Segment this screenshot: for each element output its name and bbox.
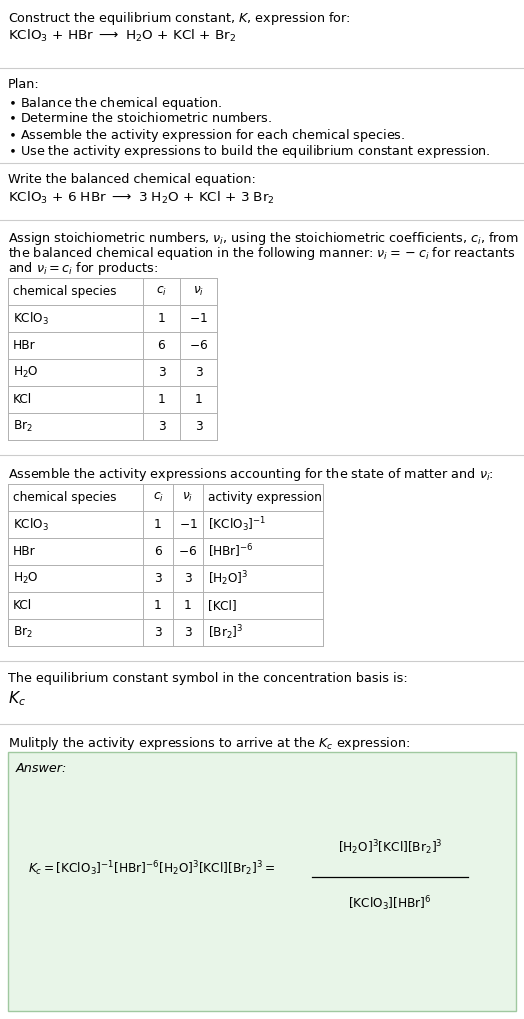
Text: KClO$_3$: KClO$_3$ bbox=[13, 311, 49, 326]
Text: Assemble the activity expressions accounting for the state of matter and $\nu_i$: Assemble the activity expressions accoun… bbox=[8, 466, 494, 483]
Text: chemical species: chemical species bbox=[13, 491, 116, 504]
Text: KCl: KCl bbox=[13, 599, 32, 612]
Text: $-1$: $-1$ bbox=[179, 518, 198, 531]
Text: [H$_2$O]$^3$: [H$_2$O]$^3$ bbox=[208, 570, 248, 588]
Text: Plan:: Plan: bbox=[8, 78, 40, 91]
Text: and $\nu_i = c_i$ for products:: and $\nu_i = c_i$ for products: bbox=[8, 260, 158, 277]
Text: HBr: HBr bbox=[13, 339, 36, 352]
Text: 6: 6 bbox=[158, 339, 166, 352]
Text: $-6$: $-6$ bbox=[178, 545, 198, 558]
Text: $K_c$: $K_c$ bbox=[8, 689, 26, 708]
Text: H$_2$O: H$_2$O bbox=[13, 571, 39, 586]
Text: [Br$_2$]$^3$: [Br$_2$]$^3$ bbox=[208, 624, 244, 642]
Text: 3: 3 bbox=[194, 366, 202, 379]
Text: $[\mathrm{H_2O}]^3 [\mathrm{KCl}] [\mathrm{Br_2}]^3$: $[\mathrm{H_2O}]^3 [\mathrm{KCl}] [\math… bbox=[338, 838, 442, 857]
Text: Mulitply the activity expressions to arrive at the $K_c$ expression:: Mulitply the activity expressions to arr… bbox=[8, 735, 410, 752]
Text: KClO$_3$: KClO$_3$ bbox=[13, 517, 49, 533]
Text: 3: 3 bbox=[158, 420, 166, 433]
Text: $\nu_i$: $\nu_i$ bbox=[193, 285, 204, 298]
Text: [KCl]: [KCl] bbox=[208, 599, 237, 612]
Text: KClO$_3$ + HBr $\longrightarrow$ H$_2$O + KCl + Br$_2$: KClO$_3$ + HBr $\longrightarrow$ H$_2$O … bbox=[8, 28, 236, 44]
Text: $[\mathrm{KClO_3}] [\mathrm{HBr}]^6$: $[\mathrm{KClO_3}] [\mathrm{HBr}]^6$ bbox=[348, 895, 432, 913]
Text: Write the balanced chemical equation:: Write the balanced chemical equation: bbox=[8, 173, 256, 186]
Text: Assign stoichiometric numbers, $\nu_i$, using the stoichiometric coefficients, $: Assign stoichiometric numbers, $\nu_i$, … bbox=[8, 230, 519, 247]
Text: 1: 1 bbox=[184, 599, 192, 612]
Text: H$_2$O: H$_2$O bbox=[13, 365, 39, 380]
Text: 3: 3 bbox=[154, 626, 162, 639]
Text: KClO$_3$ + 6 HBr $\longrightarrow$ 3 H$_2$O + KCl + 3 Br$_2$: KClO$_3$ + 6 HBr $\longrightarrow$ 3 H$_… bbox=[8, 190, 275, 206]
Text: 1: 1 bbox=[154, 599, 162, 612]
Text: $\bullet$ Balance the chemical equation.: $\bullet$ Balance the chemical equation. bbox=[8, 95, 222, 112]
Text: HBr: HBr bbox=[13, 545, 36, 558]
Text: $\bullet$ Assemble the activity expression for each chemical species.: $\bullet$ Assemble the activity expressi… bbox=[8, 127, 405, 144]
Text: Answer:: Answer: bbox=[16, 762, 67, 775]
Text: $\bullet$ Use the activity expressions to build the equilibrium constant express: $\bullet$ Use the activity expressions t… bbox=[8, 143, 490, 160]
Text: KCl: KCl bbox=[13, 393, 32, 406]
Text: Construct the equilibrium constant, $K$, expression for:: Construct the equilibrium constant, $K$,… bbox=[8, 10, 351, 26]
Text: Br$_2$: Br$_2$ bbox=[13, 625, 33, 640]
FancyBboxPatch shape bbox=[8, 752, 516, 1011]
Text: chemical species: chemical species bbox=[13, 285, 116, 298]
Text: $-6$: $-6$ bbox=[189, 339, 208, 352]
Text: 3: 3 bbox=[194, 420, 202, 433]
Text: $c_i$: $c_i$ bbox=[156, 285, 167, 298]
Text: [HBr]$^{-6}$: [HBr]$^{-6}$ bbox=[208, 543, 254, 560]
Text: 1: 1 bbox=[194, 393, 202, 406]
Text: 3: 3 bbox=[154, 572, 162, 585]
Text: the balanced chemical equation in the following manner: $\nu_i = -c_i$ for react: the balanced chemical equation in the fo… bbox=[8, 245, 516, 262]
Text: 1: 1 bbox=[154, 518, 162, 531]
Text: $\bullet$ Determine the stoichiometric numbers.: $\bullet$ Determine the stoichiometric n… bbox=[8, 111, 272, 125]
Text: $-1$: $-1$ bbox=[189, 312, 208, 325]
Text: 1: 1 bbox=[158, 393, 166, 406]
Text: 6: 6 bbox=[154, 545, 162, 558]
Text: activity expression: activity expression bbox=[208, 491, 322, 504]
Text: $c_i$: $c_i$ bbox=[152, 491, 163, 504]
Text: $K_c = [\mathrm{KClO_3}]^{-1} [\mathrm{HBr}]^{-6} [\mathrm{H_2O}]^3 [\mathrm{KCl: $K_c = [\mathrm{KClO_3}]^{-1} [\mathrm{H… bbox=[28, 859, 275, 878]
Text: 1: 1 bbox=[158, 312, 166, 325]
Text: $\nu_i$: $\nu_i$ bbox=[182, 491, 193, 504]
Text: Br$_2$: Br$_2$ bbox=[13, 419, 33, 434]
Text: The equilibrium constant symbol in the concentration basis is:: The equilibrium constant symbol in the c… bbox=[8, 672, 408, 685]
Text: 3: 3 bbox=[184, 626, 192, 639]
Text: 3: 3 bbox=[184, 572, 192, 585]
Text: 3: 3 bbox=[158, 366, 166, 379]
Text: [KClO$_3$]$^{-1}$: [KClO$_3$]$^{-1}$ bbox=[208, 516, 266, 534]
